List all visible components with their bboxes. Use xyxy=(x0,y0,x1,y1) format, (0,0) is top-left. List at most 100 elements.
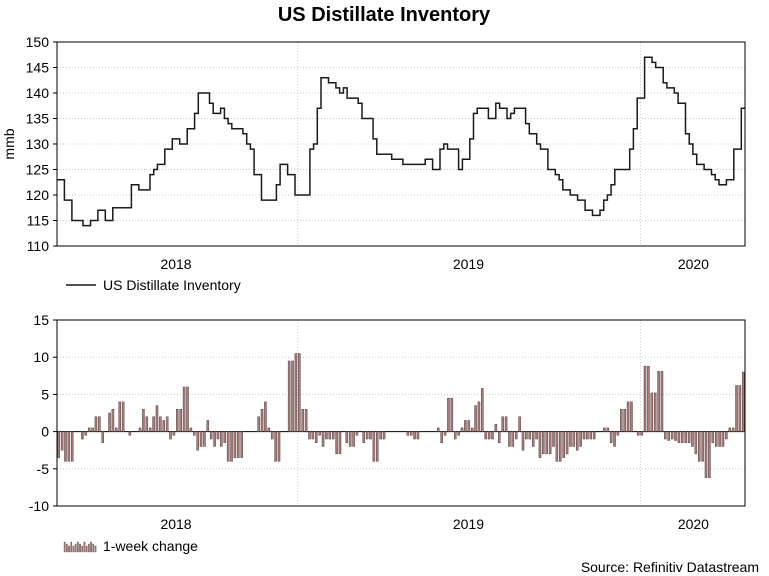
y-tick-label: 0 xyxy=(41,424,49,440)
change-bar xyxy=(270,431,274,440)
x-tick-label: 2019 xyxy=(453,516,484,532)
change-bar xyxy=(338,431,342,455)
change-bar xyxy=(498,431,501,443)
change-bar xyxy=(518,416,521,432)
change-bar xyxy=(348,431,352,447)
x-tick-label: 2018 xyxy=(160,256,191,272)
change-bar xyxy=(474,405,477,432)
change-bar xyxy=(467,420,471,432)
change-bar xyxy=(511,431,515,447)
change-bar xyxy=(155,405,159,432)
change-bar xyxy=(94,416,98,432)
change-bar xyxy=(545,431,548,455)
bar-legend-swatch-bar xyxy=(83,541,86,553)
change-bar xyxy=(501,416,504,432)
change-bar xyxy=(457,431,460,436)
change-bar xyxy=(742,371,745,432)
bar-chart-bars xyxy=(57,353,745,478)
change-bar xyxy=(60,431,64,451)
change-bar xyxy=(64,431,67,462)
change-bar xyxy=(213,431,216,447)
change-bar xyxy=(531,431,535,447)
change-bar xyxy=(552,431,555,447)
change-bar xyxy=(565,431,569,455)
change-bar xyxy=(691,431,694,447)
change-bar xyxy=(708,431,711,478)
change-bar xyxy=(630,401,633,432)
line-legend-label: US Distillate Inventory xyxy=(103,277,241,293)
x-tick-label: 2020 xyxy=(678,516,709,532)
change-bar xyxy=(121,401,125,432)
change-bar xyxy=(189,427,193,432)
bar-chart-x-labels: 2018 2019 2020 xyxy=(160,516,709,532)
change-bar xyxy=(260,409,264,432)
change-bar xyxy=(670,431,674,440)
change-bar xyxy=(487,431,491,440)
change-bar xyxy=(514,431,518,440)
bar-legend-swatch-bar xyxy=(85,545,88,553)
change-bar xyxy=(738,385,742,432)
change-bar xyxy=(569,431,572,447)
x-tick-label: 2018 xyxy=(160,516,191,532)
change-bar xyxy=(447,397,450,432)
change-bar xyxy=(115,427,118,432)
change-bar xyxy=(304,409,308,432)
line-chart-panel: 110 115 120 125 130 135 140 145 150 2018 2019 2020… xyxy=(1,34,746,272)
y-tick-label: 115 xyxy=(27,213,50,229)
change-bar xyxy=(589,431,593,440)
change-bar xyxy=(711,431,715,443)
change-bar xyxy=(575,431,579,451)
change-bar xyxy=(179,409,182,432)
change-bar xyxy=(721,431,725,447)
change-bar xyxy=(162,420,166,432)
change-bar xyxy=(636,431,640,436)
bar-chart-legend: 1-week change xyxy=(63,538,198,554)
bar-legend-swatch-bar xyxy=(79,543,81,553)
change-bar xyxy=(528,431,532,440)
change-bar xyxy=(230,431,233,462)
change-bar xyxy=(237,431,240,458)
bar-legend-swatch-bar xyxy=(94,545,97,553)
change-bar xyxy=(640,431,643,436)
change-bar xyxy=(504,416,508,432)
change-bar xyxy=(653,392,657,432)
change-bar xyxy=(318,431,321,436)
change-bar xyxy=(555,431,559,462)
change-bar xyxy=(226,431,230,462)
bar-legend-swatch-bar xyxy=(74,543,77,553)
change-bar xyxy=(382,431,386,440)
change-bar xyxy=(315,431,318,443)
change-bar xyxy=(606,427,609,432)
change-bar xyxy=(613,431,616,447)
change-bar xyxy=(274,431,277,462)
change-bar xyxy=(291,360,294,432)
change-bar xyxy=(592,431,596,440)
change-bar xyxy=(470,427,474,432)
change-bar xyxy=(169,431,172,440)
change-bar xyxy=(681,431,684,443)
change-bar xyxy=(328,431,332,440)
bar-legend-swatch-bar xyxy=(88,543,90,553)
y-tick-label: 15 xyxy=(33,312,49,328)
change-bar xyxy=(728,427,732,432)
y-tick-label: 125 xyxy=(26,162,50,178)
change-bar xyxy=(372,431,376,462)
change-bar xyxy=(586,431,589,440)
change-bar xyxy=(687,431,691,443)
change-bar xyxy=(287,360,291,432)
change-bar xyxy=(701,431,704,462)
change-bar xyxy=(508,431,511,447)
change-bar xyxy=(684,431,687,443)
change-bar xyxy=(647,365,650,432)
change-bar xyxy=(660,371,664,432)
change-bar xyxy=(406,431,410,436)
change-bar xyxy=(667,431,670,441)
change-bar xyxy=(355,431,359,436)
change-bar xyxy=(704,431,708,478)
change-bar xyxy=(193,431,196,436)
change-bar xyxy=(206,420,210,432)
bar-legend-swatch-bar xyxy=(68,545,70,553)
y-tick-label: -10 xyxy=(29,498,49,514)
y-tick-label: 145 xyxy=(26,60,50,76)
line-chart-y-axis-label: mmb xyxy=(1,128,17,159)
